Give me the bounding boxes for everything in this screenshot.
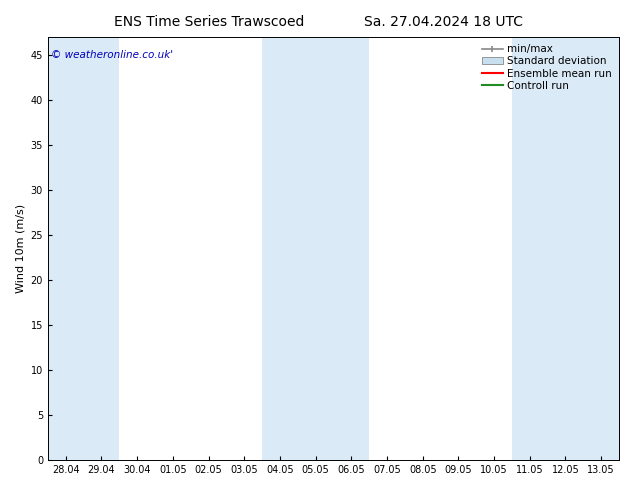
- Text: Sa. 27.04.2024 18 UTC: Sa. 27.04.2024 18 UTC: [365, 15, 523, 29]
- Bar: [512, 37, 619, 460]
- Bar: [262, 37, 369, 460]
- Text: © weatheronline.co.uk': © weatheronline.co.uk': [51, 50, 173, 60]
- Legend: min/max, Standard deviation, Ensemble mean run, Controll run: min/max, Standard deviation, Ensemble me…: [480, 42, 614, 93]
- Y-axis label: Wind 10m (m/s): Wind 10m (m/s): [15, 204, 25, 293]
- Bar: [48, 37, 119, 460]
- Text: ENS Time Series Trawscoed: ENS Time Series Trawscoed: [114, 15, 304, 29]
